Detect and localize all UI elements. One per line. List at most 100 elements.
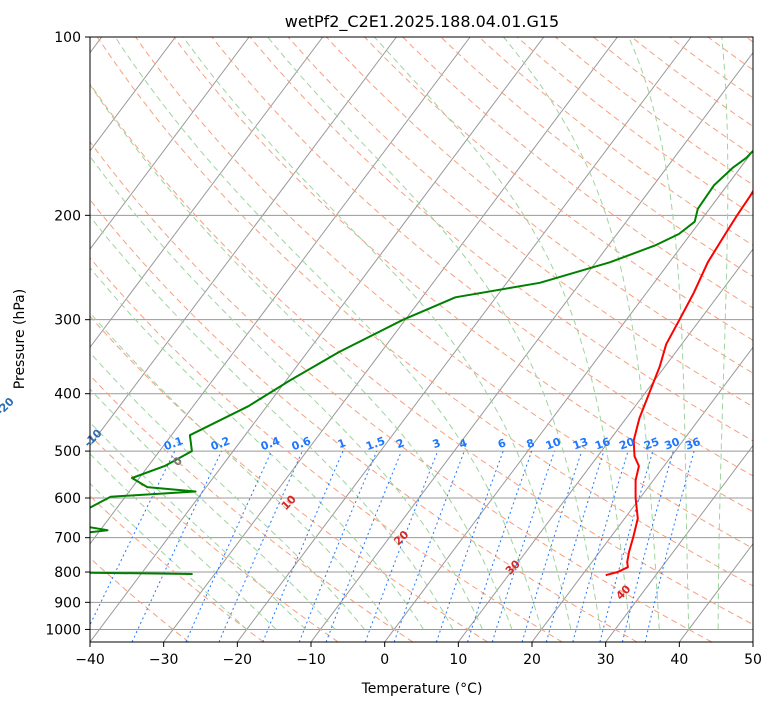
tick-layer: −40 −30 −20 −10 0 10 20 30 40 5010020030040050060… [45, 30, 762, 668]
mixing-ratio-label: 13 [571, 435, 590, 452]
x-tick-label: 20 [523, 652, 541, 668]
mixing-ratio-line [218, 450, 303, 642]
profile-layer [90, 149, 753, 577]
dry-adiabat-line [745, 37, 753, 43]
y-tick-label: 400 [54, 387, 81, 403]
y-tick-label: 700 [54, 531, 81, 547]
mixing-ratio-label: 0.1 [162, 434, 185, 453]
moist-adiabat-line [114, 37, 542, 630]
dry-adiabat-label: 40 [613, 582, 633, 602]
isotherm-line [90, 37, 545, 642]
mixing-ratio-label: 30 [663, 435, 682, 453]
isotherm-line [531, 346, 753, 642]
moist-adiabat-line [90, 155, 483, 630]
moist-adiabat-line [90, 421, 307, 630]
dry-adiabat-label: -20 [0, 395, 17, 418]
isotherm-line [90, 37, 397, 447]
x-tick-label: 0 [380, 652, 389, 668]
dry-adiabat-line [402, 37, 753, 309]
moist-adiabat-line [503, 37, 660, 630]
x-tick-label: 10 [449, 652, 467, 668]
chart-title: wetPf2_C2E1.2025.188.04.01.G15 [285, 12, 559, 32]
mixing-ratio-line [521, 450, 583, 642]
mixing-ratio-label: 25 [642, 435, 661, 452]
dry-adiabat-line [90, 141, 712, 642]
mixing-ratio-line [90, 450, 176, 626]
moist-adiabat-line [90, 83, 513, 630]
mixing-ratio-line [621, 450, 674, 642]
mixing-ratio-line [185, 450, 272, 642]
mixing-ratio-line [364, 450, 439, 642]
grid-layer [90, 37, 753, 642]
mixing-ratio-line [393, 450, 465, 642]
dry-adiabat-line [707, 37, 753, 71]
y-tick-label: 500 [54, 444, 81, 460]
moist-adiabat-line [90, 267, 424, 630]
mixing-ratio-label: 16 [593, 435, 612, 453]
dry-adiabat-line [90, 495, 264, 642]
dry-adiabat-line [90, 257, 563, 642]
isotherm-line [90, 37, 471, 545]
isotherm-line [310, 51, 753, 642]
mixing-ratio-label: 3 [431, 436, 443, 451]
y-axis-label: Pressure (hPa) [12, 289, 28, 389]
moist-adiabat-line [90, 352, 365, 630]
y-tick-label: 800 [54, 565, 81, 581]
dry-adiabat-line [440, 37, 753, 278]
mixing-ratio-label: 1 [336, 436, 348, 451]
isotherm-line [90, 37, 324, 349]
mixing-ratio-line [491, 450, 555, 642]
x-tick-label: −40 [75, 652, 105, 668]
dry-adiabat-line [90, 198, 638, 642]
dry-adiabat-line [364, 37, 753, 341]
x-tick-label: 40 [670, 652, 688, 668]
mixing-ratio-label: 0.4 [259, 434, 282, 453]
dry-adiabat-line [90, 557, 190, 642]
dry-adiabat-line [90, 83, 753, 626]
isotherm-line [90, 37, 250, 250]
mixing-ratio-label: 1.5 [364, 434, 387, 453]
dry-adiabat-line [90, 374, 414, 642]
dry-adiabat-line [96, 37, 753, 587]
profile-line [605, 189, 753, 577]
plot-frame [89, 36, 754, 643]
mixing-ratio-label: 6 [496, 436, 508, 451]
moist-adiabat-line [90, 482, 248, 630]
x-axis-label: Temperature (°C) [361, 681, 483, 697]
moist-adiabat-line [90, 311, 395, 630]
y-tick-label: 1000 [45, 622, 81, 638]
isotherm-line [457, 248, 753, 642]
mixing-ratio-label: 36 [683, 435, 702, 453]
mixing-ratio-line [262, 450, 344, 642]
y-tick-label: 100 [54, 30, 81, 46]
mixing-ratio-label: 8 [525, 436, 537, 451]
moist-adiabat-line [717, 37, 729, 630]
mixing-ratio-label: 2 [394, 436, 406, 451]
x-tick-label: −30 [149, 652, 179, 668]
isotherm-line [90, 37, 176, 152]
moist-adiabat-line [90, 453, 277, 630]
dry-adiabat-line [249, 37, 753, 442]
mixing-ratio-line [467, 450, 533, 642]
dry-adiabat-label: 10 [279, 492, 299, 512]
dry-adiabat-line [478, 37, 753, 246]
moist-adiabat-line [90, 215, 454, 630]
label-layer: 0.10.20.40.611.52346810131620253036-100-… [0, 395, 703, 603]
dry-adiabat-line [173, 37, 753, 513]
dry-adiabat-line [90, 315, 488, 642]
moist-adiabat-line [267, 37, 601, 630]
y-tick-label: 200 [54, 208, 81, 224]
mixing-ratio-line [572, 450, 629, 642]
moist-adiabat-line [628, 37, 690, 630]
mixing-ratio-label: 0.6 [290, 434, 313, 453]
y-tick-label: 300 [54, 313, 81, 329]
mixing-ratio-label: 4 [457, 436, 469, 451]
mixing-ratio-line [545, 450, 605, 642]
dry-adiabat-line [325, 37, 753, 374]
mixing-ratio-line [435, 450, 504, 642]
y-tick-label: 900 [54, 595, 81, 611]
profile-line [90, 149, 753, 575]
isotherm-line [163, 37, 618, 642]
